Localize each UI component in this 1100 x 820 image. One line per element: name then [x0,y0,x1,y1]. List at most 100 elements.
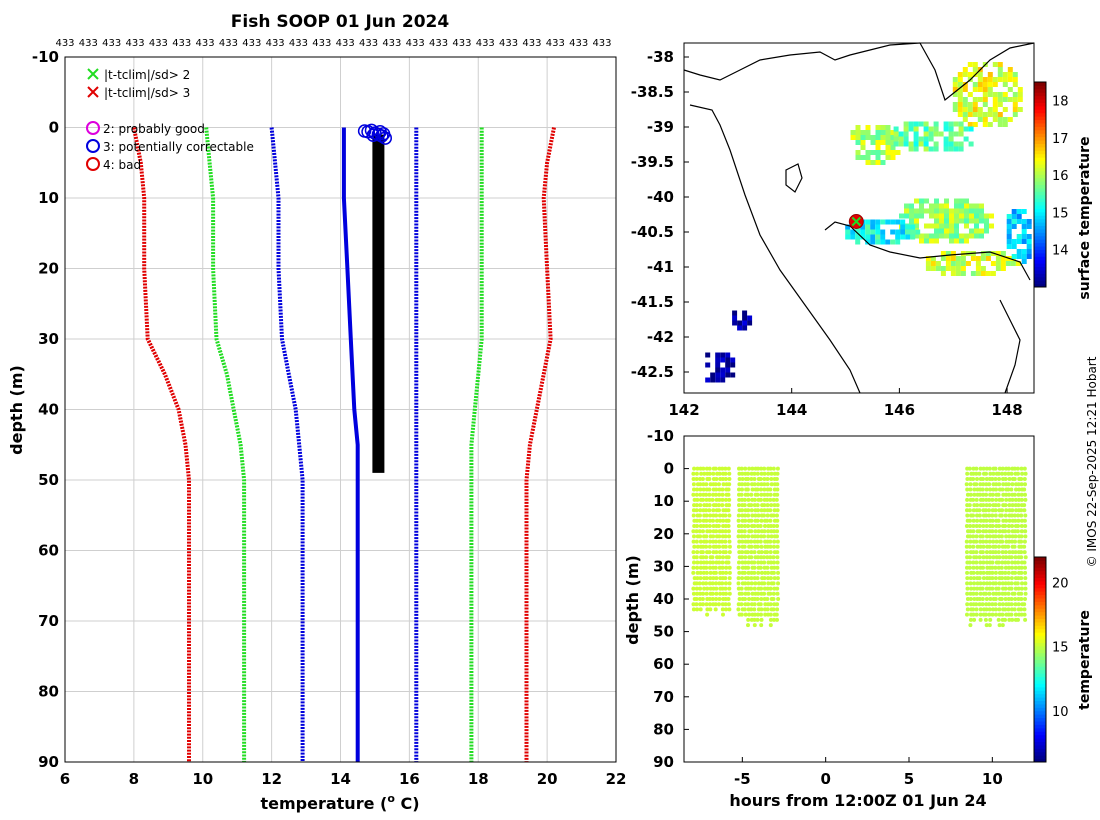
sst-cell [880,135,886,140]
td-y-tick-label: 90 [653,753,674,771]
sst-cell [953,131,959,137]
sst-cell [919,198,924,204]
sst-cell [880,150,886,155]
cast-point [762,477,767,481]
cast-point [763,524,767,528]
sst-cell [1010,261,1016,266]
cast-point [752,607,757,612]
sst-cell [720,377,726,383]
td-y-tick-label: 0 [664,460,674,478]
cast-point [1012,607,1017,612]
colorbar-band [1034,567,1046,572]
sst-cell [943,141,949,147]
sst-cell [952,87,958,92]
cast-point [775,529,780,534]
cast-point [755,471,760,476]
cast-point [714,576,719,581]
cast-point [988,597,993,601]
cast-point [698,576,703,581]
sst-cell [725,372,731,378]
sst-cell [715,357,721,363]
colorbar-band [1034,191,1046,196]
sst-cell [962,67,968,72]
cast-point [720,466,725,471]
cast-point [977,529,982,534]
cast-point [977,508,982,513]
cast-point [749,508,754,513]
legend-label: |t-tclim|/sd> 3 [104,86,190,100]
cast-point [691,513,696,518]
sst-cell [935,266,941,271]
sst-cell [977,112,983,117]
sst-cell [977,117,983,122]
cast-point [996,492,1001,497]
cast-point [965,597,970,601]
cast-point [713,565,718,570]
cast-point [1010,560,1015,565]
cast-point [704,497,709,502]
cast-point [771,597,776,601]
sst-cell [880,229,886,235]
sst-cell [979,233,984,239]
cast-point [759,555,763,560]
cast-point [988,487,993,492]
sst-cell [742,325,748,331]
sst-cell [865,155,871,160]
cast-point [749,518,754,523]
cast-point [965,576,970,581]
cast-point [723,513,728,518]
cast-point [701,581,706,586]
cast-point [775,560,780,565]
cast-point [743,513,748,518]
cast-point [698,524,703,528]
cast-point [1022,544,1027,549]
cast-point [698,482,703,487]
cast-point [723,550,728,555]
sst-cell [950,256,956,261]
sst-cell [890,219,896,225]
cast-point [737,539,742,544]
colorbar-band [1034,208,1046,213]
cast-point [713,607,718,612]
cast-point [1015,581,1020,586]
cast-point [981,555,986,560]
cast-point [984,477,989,481]
top-count-label: 433 [569,38,588,49]
map-y-tick-label: -38 [647,48,674,66]
colorbar-band [1034,150,1046,155]
cast-point [980,586,985,591]
sst-cell [955,261,961,266]
sst-cell [845,229,851,235]
sst-cell [933,146,939,152]
colorbar-band [1034,639,1046,643]
cast-point [713,602,718,607]
cast-point [720,503,725,508]
cast-point [708,513,713,518]
cast-point [987,508,991,513]
cast-point [967,544,972,549]
cast-point [772,565,777,570]
sst-cell [908,121,914,127]
colorbar-band [1034,184,1046,189]
sst-cell [1006,234,1012,239]
sst-cell [945,266,951,271]
sst-cell [963,136,969,142]
sst-cell [1002,77,1008,82]
cast-point [739,586,744,591]
cast-point [1006,597,1011,601]
cast-point [704,524,709,528]
cast-point [1023,534,1028,539]
cast-point [996,617,1001,622]
sst-cell [948,131,954,137]
top-count-label: 433 [125,38,144,49]
cast-point [742,529,747,534]
cast-point [993,513,998,518]
cast-point [980,597,985,601]
cast-point [711,576,716,581]
sst-cell [975,261,981,266]
cast-point [746,524,751,528]
cast-point [769,524,773,528]
sst-cell [1002,117,1008,122]
sst-cell [747,320,753,326]
sst-cell [1021,249,1027,254]
